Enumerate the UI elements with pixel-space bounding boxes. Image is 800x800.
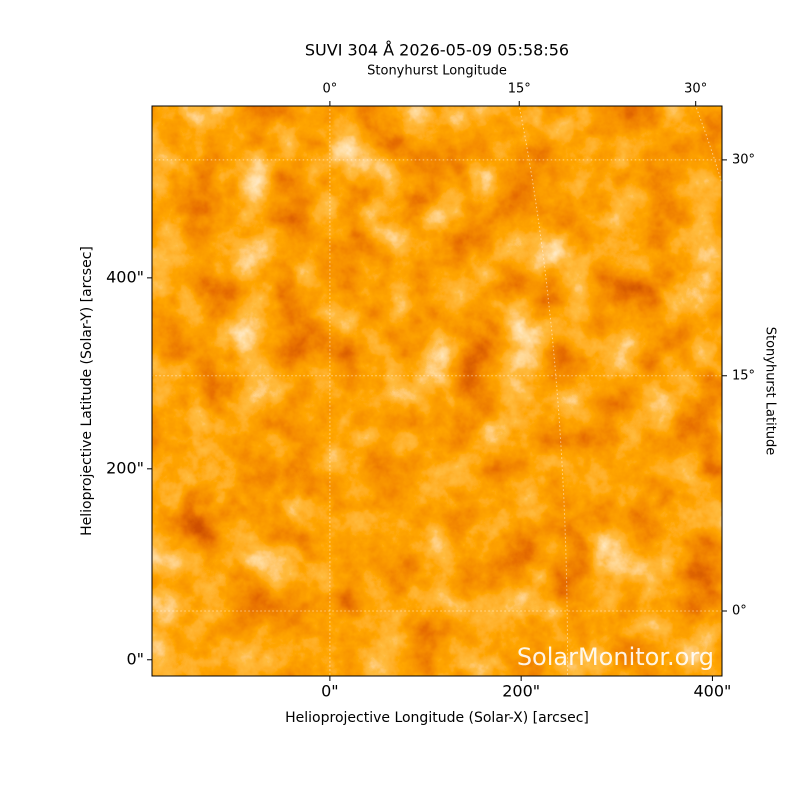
right-axis-label: Stonyhurst Latitude (763, 327, 778, 456)
solar-image (152, 106, 722, 676)
axes-frame (151, 105, 723, 677)
x-tick-label: 200" (502, 682, 540, 701)
right-tick-label: 0° (732, 603, 747, 618)
top-axis-label: Stonyhurst Longitude (367, 64, 507, 79)
y-tick-label: 0" (126, 649, 144, 668)
x-tick-label: 400" (693, 682, 731, 701)
chart-title: SUVI 304 Å 2026-05-09 05:58:56 (305, 41, 569, 60)
y-axis-label: Helioprojective Latitude (Solar-Y) [arcs… (79, 246, 95, 536)
y-tick-label: 200" (106, 458, 144, 477)
top-tick-label: 0° (322, 82, 337, 97)
watermark: SolarMonitor.org (517, 643, 714, 671)
coordinate-grid (152, 106, 722, 676)
y-tick-label: 400" (106, 267, 144, 286)
x-tick-label: 0" (321, 682, 339, 701)
right-tick-label: 15° (732, 368, 755, 383)
top-tick-label: 15° (508, 82, 531, 97)
x-axis-label: Helioprojective Longitude (Solar-X) [arc… (285, 710, 589, 726)
longitude-grid-line (518, 106, 568, 676)
right-tick-label: 30° (732, 152, 755, 167)
top-tick-label: 30° (684, 82, 707, 97)
